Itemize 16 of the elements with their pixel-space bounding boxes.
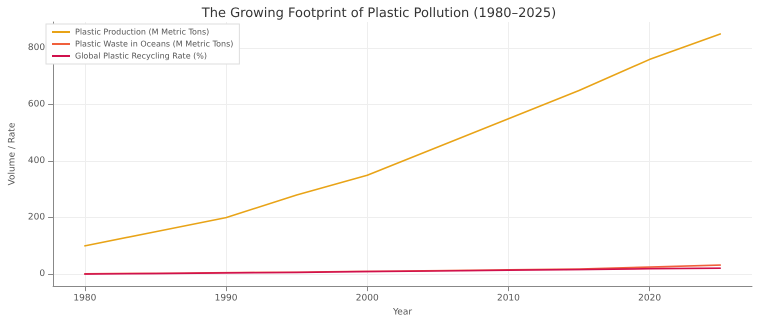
y-axis-title: Volume / Rate — [8, 122, 18, 186]
y-tick-label: 400 — [28, 156, 46, 166]
chart-title: The Growing Footprint of Plastic Pollution (1980–2025) — [200, 6, 556, 21]
legend-label: Plastic Production (M Metric Tons) — [75, 28, 210, 36]
y-tick-label: 800 — [28, 43, 46, 54]
legend-label: Global Plastic Recycling Rate (%) — [75, 52, 207, 60]
y-tick-label: 0 — [39, 269, 46, 280]
x-axis-title: Year — [392, 308, 412, 318]
y-tick-label: 200 — [28, 212, 46, 223]
legend-label: Plastic Waste in Oceans (M Metric Tons) — [75, 40, 234, 48]
x-tick-label: 1990 — [214, 294, 238, 304]
x-tick-label: 2010 — [496, 294, 520, 304]
y-tick-label: 600 — [28, 100, 46, 110]
x-tick-label: 2000 — [356, 294, 379, 304]
x-tick-label: 2020 — [638, 294, 662, 304]
x-tick-label: 1980 — [73, 294, 97, 304]
